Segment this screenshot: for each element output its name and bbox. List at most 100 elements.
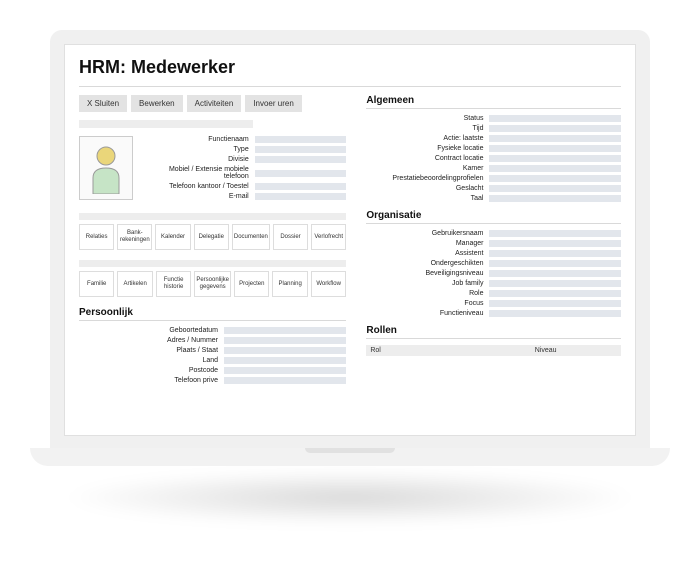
value-functieniveau [489, 310, 621, 317]
column-left: X Sluiten Bewerken Activiteiten Invoer u… [79, 95, 346, 387]
section-persoonlijk: Persoonlijk [79, 307, 346, 321]
label-divisie: Divisie [143, 156, 249, 163]
section-algemeen: Algemeen [366, 95, 621, 109]
label-beveiligingsniveau: Beveiligingsniveau [366, 270, 483, 277]
value-fysieke-locatie [489, 145, 621, 152]
value-status [489, 115, 621, 122]
algemeen-fields: Status Tijd Actie: laatste Fysieke locat… [366, 115, 621, 202]
avatar [79, 136, 133, 200]
tab-familie[interactable]: Familie [79, 271, 114, 297]
label-tijd: Tijd [366, 125, 483, 132]
label-fysieke-locatie: Fysieke locatie [366, 145, 483, 152]
app-screen: HRM: Medewerker X Sluiten Bewerken Activ… [64, 44, 636, 436]
main-columns: X Sluiten Bewerken Activiteiten Invoer u… [79, 95, 621, 387]
profile-row: Functienaam Type Divisie Mobiel / Extens… [79, 136, 346, 203]
page-title: HRM: Medewerker [79, 57, 621, 78]
hours-button[interactable]: Invoer uren [245, 95, 301, 112]
value-manager [489, 240, 621, 247]
label-gebruikersnaam: Gebruikersnaam [366, 230, 483, 237]
tab-planning[interactable]: Planning [272, 271, 307, 297]
label-functienaam: Functienaam [143, 136, 249, 143]
tab-documenten[interactable]: Documenten [232, 224, 270, 250]
value-land [224, 357, 346, 364]
tab-verlofrecht[interactable]: Verlofrecht [311, 224, 346, 250]
value-tijd [489, 125, 621, 132]
profile-fields: Functienaam Type Divisie Mobiel / Extens… [143, 136, 346, 203]
label-taal: Taal [366, 195, 483, 202]
label-kamer: Kamer [366, 165, 483, 172]
toolbar: X Sluiten Bewerken Activiteiten Invoer u… [79, 95, 346, 112]
label-type: Type [143, 146, 249, 153]
value-adres [224, 337, 346, 344]
value-beveiligingsniveau [489, 270, 621, 277]
edit-button[interactable]: Bewerken [131, 95, 183, 112]
value-geslacht [489, 185, 621, 192]
tab-workflow[interactable]: Workflow [311, 271, 346, 297]
tabs-row-2: Familie Artikelen Functie historie Perso… [79, 271, 346, 297]
tab-projecten[interactable]: Projecten [234, 271, 269, 297]
value-job-family [489, 280, 621, 287]
tab-title-placeholder-2 [79, 260, 346, 267]
value-postcode [224, 367, 346, 374]
label-geslacht: Geslacht [366, 185, 483, 192]
value-functienaam [255, 136, 347, 143]
label-ondergeschikten: Ondergeschikten [366, 260, 483, 267]
label-telefoon-kantoor: Telefoon kantoor / Toestel [143, 183, 249, 190]
laptop-base [30, 448, 670, 466]
label-land: Land [79, 357, 218, 364]
tab-title-placeholder [79, 213, 346, 220]
laptop-frame: HRM: Medewerker X Sluiten Bewerken Activ… [50, 30, 650, 450]
tab-relaties[interactable]: Relaties [79, 224, 114, 250]
tab-persoonlijke-gegevens[interactable]: Persoonlijke gegevens [194, 271, 231, 297]
label-actie-laatste: Actie: laatste [366, 135, 483, 142]
value-email [255, 193, 347, 200]
person-icon [85, 142, 127, 194]
col-niveau: Niveau [535, 347, 617, 354]
value-kamer [489, 165, 621, 172]
label-postcode: Postcode [79, 367, 218, 374]
label-mobiel: Mobiel / Extensie mobiele telefoon [143, 166, 249, 180]
close-button[interactable]: X Sluiten [79, 95, 127, 112]
name-placeholder [79, 120, 253, 128]
label-geboortedatum: Geboortedatum [79, 327, 218, 334]
value-prestatie [489, 175, 621, 182]
activities-button[interactable]: Activiteiten [187, 95, 242, 112]
value-gebruikersnaam [489, 230, 621, 237]
value-contract-locatie [489, 155, 621, 162]
label-assistent: Assistent [366, 250, 483, 257]
col-rol: Rol [370, 347, 534, 354]
value-plaats [224, 347, 346, 354]
section-rollen: Rollen [366, 325, 621, 339]
label-contract-locatie: Contract locatie [366, 155, 483, 162]
value-geboortedatum [224, 327, 346, 334]
tab-bankrekeningen[interactable]: Bank- rekeningen [117, 224, 152, 250]
value-mobiel [255, 170, 347, 177]
label-email: E-mail [143, 193, 249, 200]
divider [79, 86, 621, 87]
label-status: Status [366, 115, 483, 122]
tab-delegatie[interactable]: Delegatie [194, 224, 229, 250]
label-prestatie: Prestatiebeoordelingprofielen [366, 175, 483, 182]
rollen-header: Rol Niveau [366, 345, 621, 356]
tab-artikelen[interactable]: Artikelen [117, 271, 152, 297]
tab-kalender[interactable]: Kalender [155, 224, 190, 250]
label-adres: Adres / Nummer [79, 337, 218, 344]
value-ondergeschikten [489, 260, 621, 267]
value-telefoon-kantoor [255, 183, 347, 190]
persoonlijk-fields: Geboortedatum Adres / Nummer Plaats / St… [79, 327, 346, 384]
label-role: Role [366, 290, 483, 297]
label-functieniveau: Functieniveau [366, 310, 483, 317]
value-assistent [489, 250, 621, 257]
label-job-family: Job family [366, 280, 483, 287]
label-manager: Manager [366, 240, 483, 247]
organisatie-fields: Gebruikersnaam Manager Assistent Onderge… [366, 230, 621, 317]
value-telefoon-prive [224, 377, 346, 384]
tab-functie-historie[interactable]: Functie historie [156, 271, 191, 297]
value-taal [489, 195, 621, 202]
label-plaats: Plaats / Staat [79, 347, 218, 354]
tabs-row-1: Relaties Bank- rekeningen Kalender Deleg… [79, 224, 346, 250]
value-actie-laatste [489, 135, 621, 142]
laptop-shadow [60, 470, 640, 525]
tab-dossier[interactable]: Dossier [273, 224, 308, 250]
section-organisatie: Organisatie [366, 210, 621, 224]
